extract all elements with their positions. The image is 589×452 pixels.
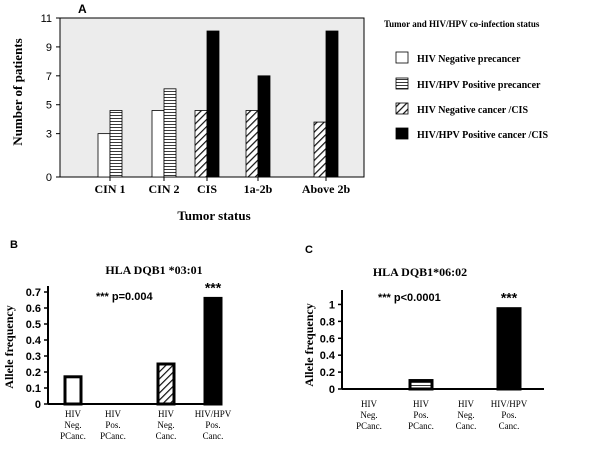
panel-a-xtick-label: CIN 1	[94, 182, 125, 196]
panel-a-bar	[163, 88, 177, 178]
panel-c-chart: 00.20.40.60.81HIVNeg.PCanc.HIVPos.PCanc.…	[320, 290, 544, 431]
panel-b-ylabel: Allele frequency	[2, 305, 16, 388]
panel-b-category-label: PCanc.	[100, 431, 126, 441]
panel-a-bar	[257, 75, 271, 178]
panel-c-category-label: HIV	[361, 399, 377, 409]
panel-a-xtick-label: Above 2b	[302, 182, 351, 196]
panel-a-xtick-label: CIS	[197, 182, 217, 196]
panel-c-ytick-label: 0.2	[320, 367, 335, 379]
panel-a-bar	[109, 110, 123, 178]
panel-a-xtick-label: CIN 2	[148, 182, 179, 196]
panel-a-legend-title: Tumor and HIV/HPV co-infection status	[384, 19, 540, 29]
legend-swatch	[395, 127, 409, 140]
panel-b-category-label: Neg.	[157, 420, 174, 430]
panel-c-category-label: Canc.	[499, 421, 520, 431]
panel-c-ytick-label: 1	[329, 299, 335, 311]
panel-a-xlabel: Tumor status	[177, 208, 250, 223]
panel-b-category-label: Pos.	[205, 420, 220, 430]
panel-c-category-label: HIV/HPV	[491, 399, 528, 409]
panel-a-ytick-label: 11	[41, 13, 52, 25]
panel-c-category-label: PCanc.	[408, 421, 434, 431]
panel-a-ytick-label: 0	[46, 172, 52, 184]
panel-b-category-label: Pos.	[105, 420, 120, 430]
panel-c-annotation: *** p<0.0001	[378, 292, 441, 304]
panel-b-title: HLA DQB1 *03:01	[105, 263, 202, 277]
panel-a-bar	[325, 30, 339, 178]
panel-c-bar	[496, 307, 522, 391]
legend-label: HIV Negative precancer	[417, 54, 521, 65]
panel-c-category-label: Pos.	[501, 410, 516, 420]
panel-a-ylabel: Number of patients	[10, 38, 25, 145]
legend-swatch	[395, 51, 409, 64]
panel-c-ytick-label: 0.8	[320, 316, 335, 328]
panel-c-category-label: Canc.	[456, 421, 477, 431]
panel-c-category-label: Neg.	[360, 410, 377, 420]
panel-b-ytick-label: 0.1	[26, 383, 41, 395]
panel-b-category-label: HIV	[65, 409, 81, 419]
panel-c-label: C	[305, 244, 313, 256]
legend-label: HIV/HPV Positive precancer	[417, 80, 541, 91]
panel-c-category-label: HIV	[413, 399, 429, 409]
panel-b-bar	[63, 375, 83, 406]
panel-a-ytick-label: 9	[46, 42, 52, 54]
panel-c-title: HLA DQB1*06:02	[373, 265, 467, 279]
panel-b-ytick-label: 0.6	[26, 303, 41, 315]
panel-b-ytick-label: 0	[35, 399, 41, 411]
panel-a-bar	[97, 133, 111, 178]
panel-c-ytick-label: 0.4	[320, 350, 336, 362]
panel-b-bar	[203, 296, 223, 406]
panel-b-category-label: Neg.	[64, 420, 81, 430]
panel-a-xtick-label: 1a-2b	[244, 182, 273, 196]
panel-c-significance-mark: ***	[501, 290, 518, 306]
panel-a-ytick-label: 5	[46, 100, 52, 112]
panel-b-ytick-label: 0.7	[26, 287, 41, 299]
panel-c-ylabel: Allele frequency	[302, 303, 316, 386]
panel-c-category-label: PCanc.	[356, 421, 382, 431]
panel-a-chart: 0 3 5 7 9 11 CIN 1 CIN 2 CIS 1a-2b Above 2b	[41, 13, 365, 196]
panel-b-significance-mark: ***	[205, 279, 222, 295]
panel-a-ytick-label: 3	[46, 129, 52, 141]
panel-b-category-label: HIV/HPV	[195, 409, 232, 419]
panel-b-ytick-label: 0.4	[26, 335, 42, 347]
panel-c-category-label: Neg.	[457, 410, 474, 420]
panel-c-ytick-label: 0.6	[320, 333, 335, 345]
panel-b-category-label: Canc.	[203, 431, 224, 441]
panel-b-category-label: HIV	[158, 409, 174, 419]
panel-a-bar	[313, 121, 327, 178]
panel-a-bar	[245, 110, 259, 178]
panel-b-ytick-label: 0.5	[26, 319, 41, 331]
panel-a-ytick-label: 7	[46, 71, 52, 83]
panel-c-bar	[408, 379, 434, 391]
panel-b-category-label: PCanc.	[60, 431, 86, 441]
panel-a-bar	[206, 30, 220, 178]
panel-b-bar	[156, 362, 176, 406]
legend-label: HIV/HPV Positive cancer /CIS	[417, 130, 548, 141]
panel-a-bar	[194, 110, 208, 178]
legend-swatch	[395, 102, 409, 115]
panel-a-legend: HIV Negative precancer HIV/HPV Positive p…	[395, 51, 548, 141]
panel-b-label: B	[10, 239, 18, 251]
panel-b-ytick-label: 0.3	[26, 351, 41, 363]
panel-b-category-label: HIV	[105, 409, 121, 419]
panel-c-category-label: HIV	[458, 399, 474, 409]
panel-b-annotation: *** p=0.004	[96, 291, 153, 303]
panel-c-category-label: Pos.	[413, 410, 428, 420]
panel-b-category-label: Canc.	[156, 431, 177, 441]
panel-c-ytick-label: 0	[329, 384, 335, 396]
legend-label: HIV Negative cancer /CIS	[417, 105, 528, 116]
panel-b-ytick-label: 0.2	[26, 367, 41, 379]
panel-a-label: A	[78, 2, 87, 16]
panel-a-bar	[151, 110, 165, 178]
panel-b-chart: 00.10.20.30.40.50.60.7HIVNeg.PCanc.HIVPo…	[26, 279, 232, 441]
legend-swatch	[395, 77, 409, 90]
